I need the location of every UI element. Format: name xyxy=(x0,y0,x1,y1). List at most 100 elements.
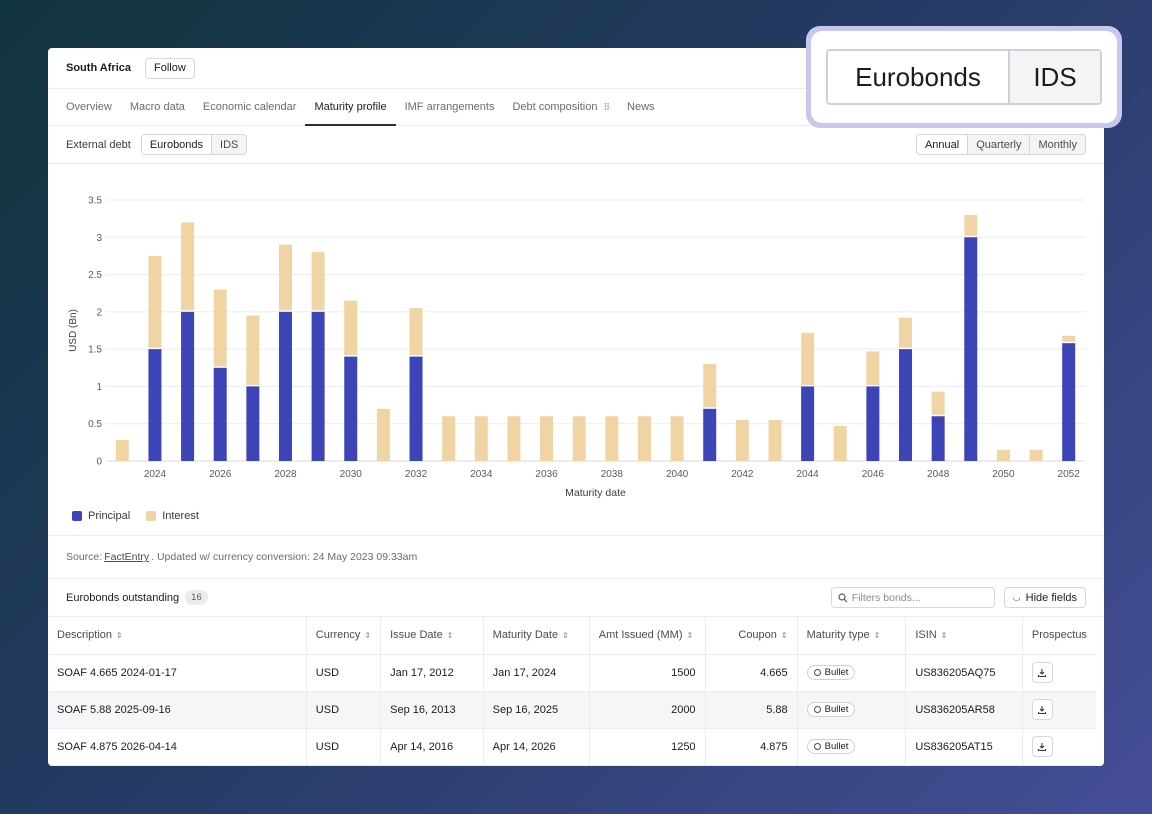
filter-bonds-input[interactable] xyxy=(851,591,992,604)
col-isin[interactable]: ISIN ⇕ xyxy=(905,617,1023,655)
sort-icon: ⇕ xyxy=(780,631,788,641)
table-row[interactable]: SOAF 4.875 2026-04-14 USD Apr 14, 2016 A… xyxy=(48,728,1096,766)
y-tick-label: 1 xyxy=(96,382,102,393)
cell-description: SOAF 5.88 2025-09-16 xyxy=(48,691,307,729)
x-tick-label: 2044 xyxy=(796,469,819,480)
external-debt-label: External debt xyxy=(66,138,131,151)
ids-option-zoomed[interactable]: IDS xyxy=(1010,51,1100,103)
tab-overview[interactable]: Overview xyxy=(66,101,112,113)
x-tick-label: 2038 xyxy=(601,469,624,480)
bar-interest xyxy=(605,416,619,461)
x-tick-label: 2024 xyxy=(144,469,167,480)
col-description[interactable]: Description ⇕ xyxy=(48,617,307,655)
tab-news[interactable]: News xyxy=(627,101,655,113)
circle-icon xyxy=(813,743,821,750)
bar-principal xyxy=(409,356,423,461)
maturity-chart: 0 0.5 1 1.5 2 2.5 3 3.5 USD (Bn) 2024 2026 2028 2030… xyxy=(48,164,1104,536)
annual-option[interactable]: Annual xyxy=(916,135,968,154)
bond-count-badge: 16 xyxy=(185,590,208,605)
sort-icon: ⇕ xyxy=(446,631,454,641)
sort-icon: ⇕ xyxy=(116,631,123,641)
table-row[interactable]: SOAF 5.88 2025-09-16 USD Sep 16, 2013 Se… xyxy=(48,691,1096,729)
country-name: South Africa xyxy=(66,62,131,74)
grid-dots-icon: ⠿ xyxy=(603,101,610,112)
bar-interest xyxy=(801,332,815,385)
col-issue-date[interactable]: Issue Date ⇕ xyxy=(380,617,484,655)
x-tick-label: 2050 xyxy=(992,469,1015,480)
tab-debt-composition[interactable]: Debt composition ⠿ xyxy=(512,89,610,125)
bar-interest xyxy=(670,416,684,461)
bar-principal xyxy=(311,311,325,461)
cell-isin: US836205AR58 xyxy=(905,691,1023,729)
cell-coupon: 4.665 xyxy=(705,654,798,692)
maturity-type-pill: Bullet xyxy=(806,739,856,754)
col-coupon[interactable]: Coupon ⇕ xyxy=(705,617,798,655)
bar-interest xyxy=(899,317,913,348)
ids-option[interactable]: IDS xyxy=(211,135,247,154)
cell-prospectus xyxy=(1022,654,1096,692)
x-tick-label: 2042 xyxy=(731,469,754,480)
cell-description: SOAF 4.875 2026-04-14 xyxy=(48,728,307,766)
table-row[interactable]: SOAF 4.665 2024-01-17 USD Jan 17, 2012 J… xyxy=(48,654,1096,692)
table-header-row: Description ⇕ Currency ⇕ Issue Date ⇕ Matur… xyxy=(48,617,1096,655)
cell-maturity-type: Bullet xyxy=(797,654,907,692)
cell-maturity-date: Sep 16, 2025 xyxy=(483,691,590,729)
bar-interest xyxy=(148,255,162,348)
chart-legend: Principal Interest xyxy=(72,510,215,522)
cell-issue-date: Apr 14, 2016 xyxy=(380,728,484,766)
legend-label-interest: Interest xyxy=(162,510,199,522)
legend-item-interest[interactable]: Interest xyxy=(146,510,199,522)
bar-interest xyxy=(246,315,260,385)
legend-item-principal[interactable]: Principal xyxy=(72,510,130,522)
y-tick-label: 3.5 xyxy=(88,196,102,207)
bar-interest xyxy=(637,416,651,461)
x-tick-label: 2026 xyxy=(209,469,232,480)
source-suffix: . Updated w/ currency conversion: 24 May… xyxy=(151,551,418,563)
bar-interest xyxy=(964,214,978,236)
col-amt-issued[interactable]: Amt Issued (MM) ⇕ xyxy=(589,617,706,655)
download-button[interactable] xyxy=(1031,736,1053,757)
chart-svg: 0 0.5 1 1.5 2 2.5 3 3.5 USD (Bn) 2024 2026 2028 2030… xyxy=(68,196,1085,499)
monthly-option[interactable]: Monthly xyxy=(1029,135,1085,154)
bar-interest xyxy=(213,289,227,367)
bonds-table-header: Eurobonds outstanding 16 ◡ Hide fields xyxy=(48,579,1104,617)
y-tick-label: 2 xyxy=(96,307,102,318)
col-maturity-type[interactable]: Maturity type ⇕ xyxy=(797,617,907,655)
bar-interest xyxy=(311,252,325,311)
y-tick-label: 0 xyxy=(96,457,102,468)
legend-label-principal: Principal xyxy=(88,510,131,522)
col-currency[interactable]: Currency ⇕ xyxy=(306,617,382,655)
bar-interest xyxy=(278,244,292,311)
download-button[interactable] xyxy=(1031,699,1053,720)
x-tick-label: 2046 xyxy=(862,469,885,480)
bar-principal xyxy=(278,311,292,461)
quarterly-option[interactable]: Quarterly xyxy=(967,135,1030,154)
circle-icon xyxy=(813,706,821,713)
country-header: South Africa Follow xyxy=(48,48,1104,89)
follow-button[interactable]: Follow xyxy=(145,57,195,79)
bar-interest xyxy=(1062,335,1076,342)
sort-icon: ⇕ xyxy=(873,631,881,641)
bar-interest xyxy=(507,416,521,461)
tab-imf-arrangements[interactable]: IMF arrangements xyxy=(404,101,495,113)
tab-macro-data[interactable]: Macro data xyxy=(129,101,185,113)
cell-prospectus xyxy=(1022,728,1096,766)
tab-maturity-profile[interactable]: Maturity profile xyxy=(305,89,396,126)
bar-principal xyxy=(703,408,717,461)
bar-principal xyxy=(181,311,195,461)
eurobonds-option-zoomed[interactable]: Eurobonds xyxy=(828,51,1010,103)
bar-interest xyxy=(866,351,880,385)
maturity-type-pill: Bullet xyxy=(806,702,856,717)
eurobonds-option[interactable]: Eurobonds xyxy=(141,135,212,154)
factentry-link[interactable]: FactEntry xyxy=(104,551,150,563)
y-axis-label: USD (Bn) xyxy=(68,309,79,352)
download-icon xyxy=(1038,668,1047,677)
bar-principal xyxy=(344,356,358,461)
tab-economic-calendar[interactable]: Economic calendar xyxy=(202,101,297,113)
cell-amount: 1250 xyxy=(589,728,706,766)
circle-icon xyxy=(813,669,821,676)
zoom-callout: Eurobonds IDS xyxy=(806,26,1122,128)
hide-fields-button[interactable]: ◡ Hide fields xyxy=(1003,587,1086,608)
col-maturity-date[interactable]: Maturity Date ⇕ xyxy=(483,617,590,655)
download-button[interactable] xyxy=(1031,662,1053,683)
